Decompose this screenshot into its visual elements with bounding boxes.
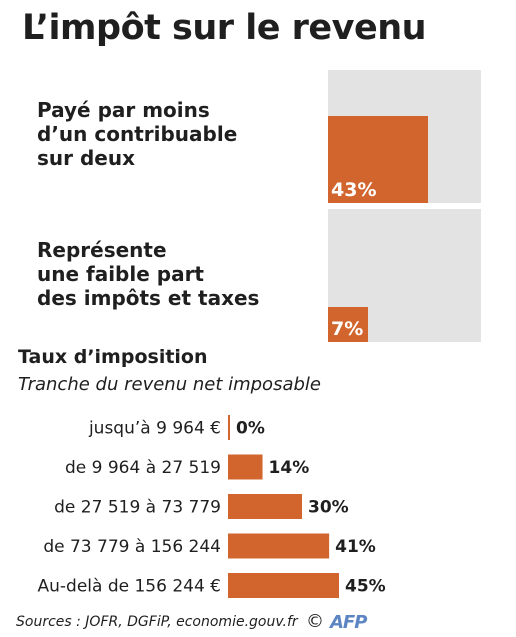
stat-value-label: 7%: [331, 318, 364, 340]
bracket-value-label: 30%: [308, 498, 349, 518]
page-title: L’impôt sur le revenu: [22, 8, 427, 48]
stat-description-taxpayers: Payé par moins d’un contribuable sur deu…: [37, 98, 237, 170]
stat-line: Représente: [37, 238, 167, 262]
bracket-label: de 73 779 à 156 244: [43, 537, 221, 557]
afp-logo: AFP: [330, 612, 367, 633]
stat-fill-bar: [328, 115, 429, 203]
stat-line: Payé par moins: [37, 98, 210, 122]
stat-box-taxpayers: 43%: [328, 70, 481, 203]
rates-title: Taux d’imposition: [18, 346, 208, 368]
stat-line: des impôts et taxes: [37, 286, 260, 310]
stat-value-label: 43%: [331, 179, 377, 201]
bracket-label: de 27 519 à 73 779: [54, 498, 221, 518]
bracket-label: jusqu’à 9 964 €: [88, 419, 221, 439]
stat-line: une faible part: [37, 262, 204, 286]
bracket-value-label: 0%: [236, 419, 265, 439]
bracket-bar: [228, 573, 339, 598]
copyright-icon: ©: [306, 611, 324, 632]
stat-line: d’un contribuable: [37, 122, 238, 146]
bracket-label: Au-delà de 156 244 €: [37, 577, 221, 597]
source-note: Sources : JOFR, DGFiP, economie.gouv.fr: [16, 614, 298, 630]
bracket-bar: [228, 533, 330, 559]
bracket-value-label: 41%: [335, 537, 376, 557]
bracket-value-label: 14%: [269, 458, 310, 478]
bracket-value-label: 45%: [345, 577, 386, 597]
stat-box-share: 7%: [328, 209, 481, 342]
rates-subtitle: Tranche du revenu net imposable: [18, 374, 321, 395]
bracket-bar: [228, 494, 302, 519]
stat-fill-bar: [328, 306, 369, 342]
bracket-label: de 9 964 à 27 519: [65, 458, 221, 478]
bracket-bar: [228, 454, 263, 480]
stat-description-share: Représente une faible part des impôts et…: [37, 238, 259, 310]
stat-line: sur deux: [37, 146, 135, 170]
